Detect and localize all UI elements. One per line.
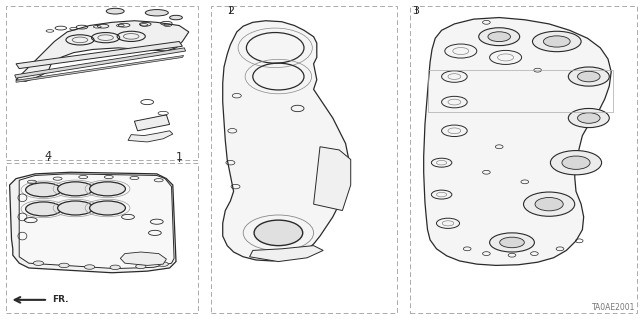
Ellipse shape [543,36,570,47]
Ellipse shape [568,108,609,128]
Polygon shape [250,246,323,262]
Ellipse shape [110,265,120,270]
Polygon shape [16,41,182,69]
Ellipse shape [170,15,182,20]
Ellipse shape [577,71,600,82]
Polygon shape [128,131,173,142]
Polygon shape [15,48,186,78]
Ellipse shape [33,261,44,265]
Text: TA0AE2001: TA0AE2001 [591,303,635,312]
Ellipse shape [58,201,93,215]
Ellipse shape [59,263,69,268]
Ellipse shape [490,233,534,252]
Ellipse shape [58,182,93,196]
Polygon shape [16,56,184,82]
Ellipse shape [562,156,590,169]
Ellipse shape [84,265,95,269]
Ellipse shape [136,264,146,269]
Ellipse shape [26,202,61,216]
Ellipse shape [106,8,124,14]
Ellipse shape [532,31,581,52]
Ellipse shape [500,237,524,248]
Text: 1: 1 [176,152,182,162]
Text: FR.: FR. [52,295,69,304]
Text: 2: 2 [227,6,234,16]
Ellipse shape [26,183,61,197]
Ellipse shape [550,151,602,175]
Polygon shape [134,115,170,131]
Ellipse shape [488,32,511,41]
Ellipse shape [577,113,600,123]
Ellipse shape [90,182,125,196]
Ellipse shape [568,67,609,86]
Polygon shape [16,21,189,81]
Ellipse shape [158,262,168,266]
Text: 4: 4 [44,151,52,161]
Polygon shape [10,172,176,273]
Ellipse shape [524,192,575,216]
Polygon shape [120,252,166,265]
Text: 3: 3 [413,6,419,16]
Ellipse shape [535,197,563,211]
Ellipse shape [90,201,125,215]
Polygon shape [424,18,611,265]
Polygon shape [19,174,174,269]
Ellipse shape [145,10,168,16]
Ellipse shape [254,220,303,246]
Ellipse shape [479,28,520,46]
Polygon shape [314,147,351,211]
Polygon shape [223,21,349,261]
